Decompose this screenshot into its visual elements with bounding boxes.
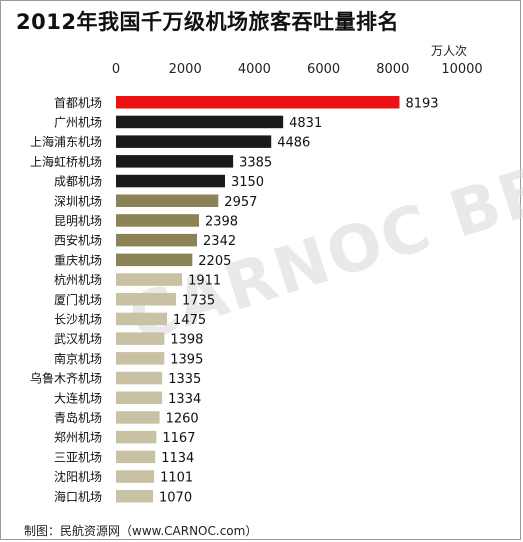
x-tick-label: 10000 bbox=[441, 62, 482, 77]
value-label: 1334 bbox=[168, 392, 201, 407]
bar-12 bbox=[116, 312, 168, 326]
bar-15 bbox=[116, 371, 163, 385]
bar-2 bbox=[116, 115, 284, 129]
category-label: 重庆机场 bbox=[54, 253, 102, 267]
category-label: 大连机场 bbox=[54, 390, 102, 405]
category-label: 深圳机场 bbox=[54, 194, 102, 208]
value-label: 3150 bbox=[231, 175, 264, 190]
bar-6 bbox=[116, 194, 219, 207]
bar-5 bbox=[116, 174, 225, 188]
value-label: 1911 bbox=[188, 274, 221, 289]
category-label: 长沙机场 bbox=[54, 312, 102, 326]
value-label: 1260 bbox=[166, 411, 199, 426]
bar-16 bbox=[116, 391, 163, 404]
bar-7 bbox=[116, 214, 199, 227]
value-label: 1398 bbox=[170, 333, 203, 348]
category-label: 郑州机场 bbox=[54, 430, 102, 445]
bar-4 bbox=[116, 155, 234, 168]
value-label: 3385 bbox=[239, 155, 272, 170]
bar-20 bbox=[116, 470, 155, 483]
category-label: 广州机场 bbox=[54, 115, 102, 129]
category-label: 武汉机场 bbox=[54, 332, 102, 346]
x-tick-label: 0 bbox=[112, 62, 120, 77]
x-tick-label: 4000 bbox=[238, 62, 271, 77]
x-tick-label: 6000 bbox=[307, 62, 340, 77]
bar-8 bbox=[116, 233, 198, 247]
category-label: 成都机场 bbox=[54, 175, 102, 189]
bar-18 bbox=[116, 430, 157, 444]
bar-1 bbox=[116, 96, 400, 109]
value-label: 1134 bbox=[161, 451, 194, 466]
bar-17 bbox=[116, 411, 160, 424]
bar-19 bbox=[116, 450, 156, 464]
category-label: 厦门机场 bbox=[54, 292, 102, 307]
category-label: 西安机场 bbox=[54, 233, 102, 248]
bar-9 bbox=[116, 253, 193, 267]
value-label: 1395 bbox=[170, 352, 203, 367]
value-label: 1735 bbox=[182, 293, 215, 308]
category-label: 南京机场 bbox=[54, 351, 102, 366]
bars bbox=[116, 96, 400, 503]
x-tick-label: 2000 bbox=[169, 62, 202, 77]
value-label: 4831 bbox=[289, 116, 322, 131]
value-label: 2342 bbox=[203, 234, 236, 249]
category-label: 杭州机场 bbox=[54, 272, 102, 287]
bar-11 bbox=[116, 293, 177, 306]
category-label: 昆明机场 bbox=[54, 214, 102, 228]
bar-3 bbox=[116, 135, 272, 148]
bar-21 bbox=[116, 490, 154, 503]
x-axis-ticks: 0 2000 4000 6000 8000 10000 bbox=[112, 62, 483, 77]
footer-credit: 制图：民航资源网（www.CARNOC.com） bbox=[24, 524, 258, 538]
value-labels: 8193 4831 4486 3385 3150 2957 2398 2342 2205 1911… bbox=[159, 96, 439, 505]
value-label: 2205 bbox=[198, 254, 231, 269]
category-label: 三亚机场 bbox=[54, 450, 102, 464]
value-label: 1101 bbox=[160, 471, 193, 486]
category-label: 乌鲁木齐机场 bbox=[30, 371, 102, 386]
value-label: 4486 bbox=[277, 136, 310, 151]
category-label: 海口机场 bbox=[54, 489, 102, 504]
value-label: 1167 bbox=[162, 431, 195, 446]
bar-10 bbox=[116, 273, 183, 286]
category-label: 上海虹桥机场 bbox=[30, 154, 102, 169]
bar-13 bbox=[116, 332, 165, 345]
value-label: 1335 bbox=[168, 372, 201, 387]
x-tick-label: 8000 bbox=[376, 62, 409, 77]
value-label: 2398 bbox=[205, 214, 238, 229]
category-labels: 首都机场广州机场上海浦东机场上海虹桥机场成都机场深圳机场昆明机场西安机场重庆机场… bbox=[30, 96, 102, 504]
value-label: 1070 bbox=[159, 490, 192, 505]
unit-label: 万人次 bbox=[431, 44, 468, 58]
chart-title: 2012年我国千万级机场旅客吞吐量排名 bbox=[16, 10, 399, 34]
category-label: 首都机场 bbox=[54, 96, 102, 110]
category-label: 上海浦东机场 bbox=[30, 134, 102, 149]
category-label: 青岛机场 bbox=[54, 410, 102, 425]
value-label: 8193 bbox=[405, 96, 438, 111]
category-label: 沈阳机场 bbox=[54, 469, 102, 484]
value-label: 1475 bbox=[173, 313, 206, 328]
value-label: 2957 bbox=[224, 195, 257, 210]
bar-14 bbox=[116, 352, 165, 365]
